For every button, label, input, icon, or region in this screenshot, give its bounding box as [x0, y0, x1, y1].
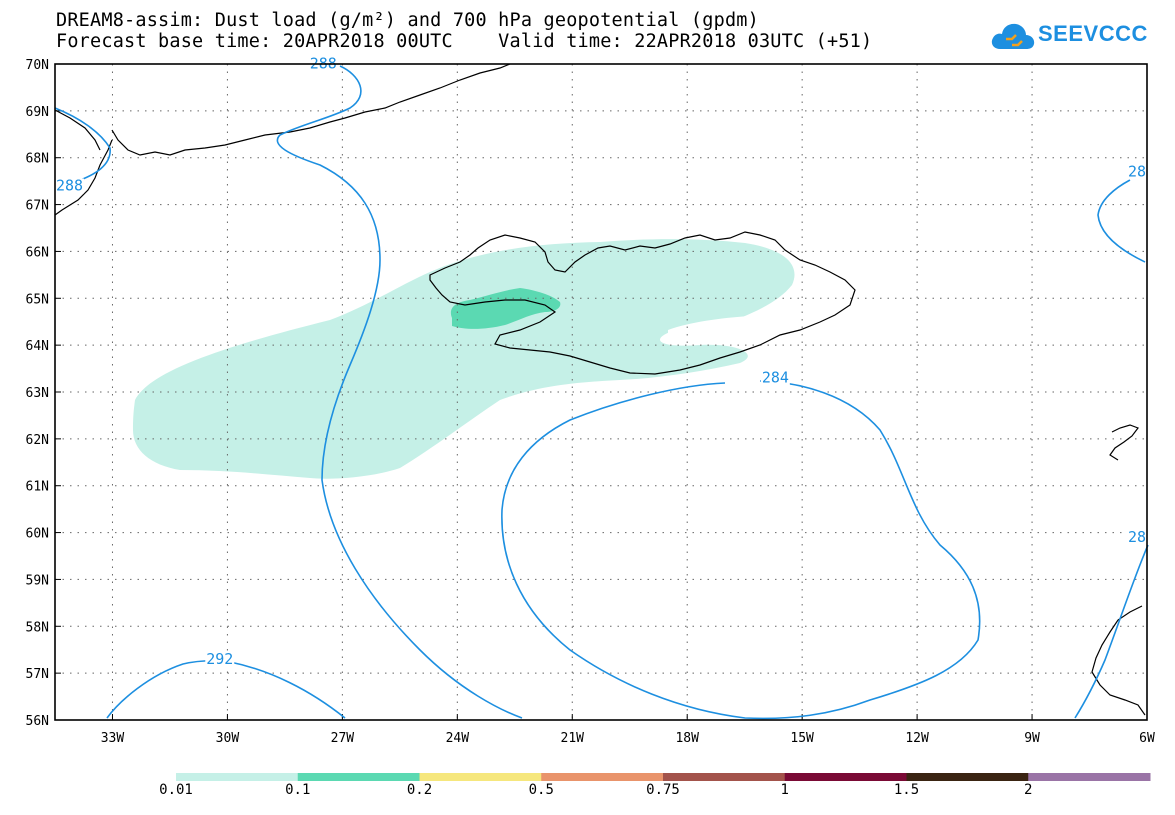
colorbar-bin: [541, 773, 664, 781]
contour-label-bg: [1127, 164, 1147, 180]
lat-tick-label: 67N: [26, 199, 49, 214]
colorbar-label: 1.5: [893, 782, 920, 798]
colorbar-bin: [663, 773, 786, 781]
colorbar-bin: [1028, 773, 1151, 781]
lon-tick-label: 33W: [101, 731, 125, 746]
colorbar-label: 0.1: [285, 782, 311, 798]
lat-tick-label: 58N: [26, 620, 49, 635]
contour-label-bg: [55, 178, 84, 194]
contour-292: [106, 659, 346, 719]
map-grid: 33W 30W 27W 24W 21W 18W 15W 12W 9W 6W 70N 69N 68N 67N…: [26, 58, 1155, 746]
dust-region-medium: [450, 288, 561, 329]
dust-load-shading: [133, 239, 796, 479]
lat-tick-label: 57N: [26, 667, 49, 682]
dust-free-gap: [668, 315, 796, 343]
seevccc-logo: SEEVCCC: [990, 17, 1147, 59]
title-line-2: Forecast base time: 20APR2018 00UTC Vali…: [56, 31, 873, 52]
colorbar-label: 2: [1024, 782, 1033, 798]
faroe-coastline: [1109, 424, 1139, 461]
lat-tick-label: 59N: [26, 573, 49, 588]
lat-tick-label: 70N: [26, 58, 49, 73]
contour-label-bg: [1127, 529, 1147, 545]
contour-284: [501, 380, 981, 720]
colorbar-bin: [297, 773, 420, 781]
contour-288-west: [276, 65, 523, 719]
contour-label: 28: [1128, 528, 1146, 546]
map-title: DREAM8-assim: Dust load (g/m²) and 700 h…: [56, 10, 872, 52]
colorbar-label: 0.01: [159, 782, 193, 798]
contour-28-east-lower: [1074, 544, 1149, 719]
colorbar-bin: [906, 773, 1029, 781]
greenland-coastline-west: [54, 139, 113, 216]
title-line-1: DREAM8-assim: Dust load (g/m²) and 700 h…: [56, 10, 759, 31]
norway-coastline: [54, 109, 101, 151]
lat-tick-label: 56N: [26, 714, 49, 729]
lon-tick-label: 21W: [561, 731, 585, 746]
lon-tick-label: 27W: [331, 731, 355, 746]
cloud-icon: [991, 23, 1035, 49]
colorbar: [176, 773, 1151, 781]
lon-tick-label: 18W: [675, 731, 699, 746]
dust-region-light: [133, 239, 795, 479]
contour-label-bg: [760, 370, 790, 386]
lon-tick-label: 30W: [216, 731, 240, 746]
lat-tick-label: 64N: [26, 339, 49, 354]
iceland-coastline: [429, 231, 856, 375]
contour-label-bg: [205, 651, 235, 667]
contour-label: 284: [762, 369, 789, 387]
colorbar-label: 1: [780, 782, 789, 798]
contour-label: 28: [1128, 162, 1146, 180]
contour-label: 292: [206, 650, 233, 668]
colorbar-label: 0.75: [646, 782, 680, 798]
lon-tick-label: 9W: [1024, 731, 1040, 746]
colorbar-label: 0.5: [528, 782, 554, 798]
lat-tick-label: 61N: [26, 480, 49, 495]
colorbar-label: 0.2: [406, 782, 433, 798]
lon-tick-label: 6W: [1139, 731, 1155, 746]
colorbar-bin: [419, 773, 542, 781]
contour-label: 288: [56, 177, 83, 195]
greenland-coastline: [111, 63, 511, 156]
lat-tick-label: 66N: [26, 245, 49, 260]
lat-tick-label: 65N: [26, 292, 49, 307]
logo-text: SEEVCCC: [1038, 21, 1148, 46]
lat-tick-label: 62N: [26, 433, 49, 448]
lon-tick-label: 15W: [790, 731, 814, 746]
plot-frame: [54, 63, 1148, 721]
lat-tick-label: 68N: [26, 152, 49, 167]
lon-tick-label: 12W: [905, 731, 929, 746]
colorbar-bin: [784, 773, 907, 781]
lat-tick-label: 60N: [26, 527, 49, 542]
contour-28-east-upper: [1097, 179, 1146, 263]
lat-tick-label: 63N: [26, 386, 49, 401]
lat-tick-label: 69N: [26, 105, 49, 120]
lon-tick-label: 24W: [446, 731, 470, 746]
colorbar-bin: [176, 773, 299, 781]
